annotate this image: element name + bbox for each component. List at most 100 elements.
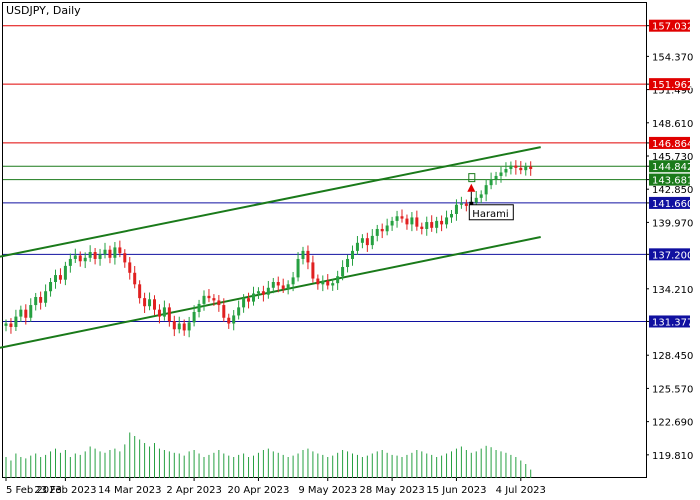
candle-body xyxy=(19,309,23,317)
candle-body xyxy=(281,285,285,289)
candle-body xyxy=(197,303,201,312)
candle-body xyxy=(24,309,28,318)
date-label: 2 Apr 2023 xyxy=(166,485,221,496)
candle-body xyxy=(157,309,161,317)
candle-body xyxy=(435,220,439,228)
candle-body xyxy=(415,217,419,227)
price-label-box xyxy=(649,160,690,173)
candle-body xyxy=(177,323,181,330)
candle-body xyxy=(365,238,369,246)
candle-body xyxy=(143,298,147,307)
price-label: 148.610 xyxy=(652,119,693,130)
candle-body xyxy=(286,284,290,289)
candle-body xyxy=(405,218,409,225)
candle-body xyxy=(29,305,33,318)
price-label: 157.032 xyxy=(652,22,693,33)
candle-body xyxy=(479,194,483,198)
trend-channel xyxy=(0,146,541,349)
candle-body xyxy=(167,307,171,322)
candle-body xyxy=(440,220,444,225)
candle-body xyxy=(360,238,364,243)
price-label: 131.377 xyxy=(652,317,693,328)
candle-body xyxy=(454,204,458,214)
price-label: 128.450 xyxy=(652,351,693,362)
candle-body xyxy=(425,222,429,229)
harami-anchor-dot xyxy=(469,201,474,206)
candle-body xyxy=(321,280,325,285)
candle-body xyxy=(504,169,508,173)
candle-body xyxy=(459,203,463,205)
candle-body xyxy=(123,253,127,263)
candle-body xyxy=(4,323,8,326)
candle-body xyxy=(187,322,191,331)
candle-body xyxy=(63,265,67,280)
pattern-annotation: Harami xyxy=(467,173,514,221)
candle-body xyxy=(212,298,216,301)
candle-body xyxy=(118,247,122,254)
candle-body xyxy=(88,252,92,258)
candle-body xyxy=(153,299,156,310)
candle-body xyxy=(430,222,434,228)
price-label: 151.490 xyxy=(652,86,693,97)
candle-body xyxy=(68,258,72,266)
price-label: 137.200 xyxy=(652,250,693,261)
price-label-box xyxy=(649,19,690,32)
candle-body xyxy=(296,258,300,278)
date-label: 28 May 2023 xyxy=(359,485,424,496)
date-label: 4 Jul 2023 xyxy=(496,485,546,496)
candle-body xyxy=(524,166,528,171)
candle-body xyxy=(227,317,231,324)
candle-body xyxy=(514,165,518,168)
candle-body xyxy=(390,220,394,226)
candle-body xyxy=(172,321,176,330)
price-axis: 119.810 122.690 125.570 128.450 131.377 134.2… xyxy=(646,19,693,462)
price-label: 139.970 xyxy=(652,218,693,229)
candle-body xyxy=(252,293,255,302)
price-label-box xyxy=(649,248,690,261)
candle-body xyxy=(162,307,166,317)
candle-body xyxy=(217,300,221,306)
candle-body xyxy=(484,185,488,195)
candle-body xyxy=(395,216,399,221)
price-label-box xyxy=(649,136,690,149)
harami-highlight-box xyxy=(468,173,476,183)
plot-frame xyxy=(2,2,647,478)
price-label-box xyxy=(649,196,690,209)
candle-body xyxy=(450,213,453,218)
candle-body xyxy=(73,255,77,259)
candle-body xyxy=(98,254,102,259)
candle-body xyxy=(519,167,523,171)
candle-body xyxy=(489,179,493,186)
candle-body xyxy=(316,278,320,285)
candle-body xyxy=(346,258,350,268)
candle-body xyxy=(306,250,310,263)
candle-body xyxy=(58,275,62,280)
price-label: 142.850 xyxy=(652,185,693,196)
candle-body xyxy=(351,250,354,259)
candle-body xyxy=(266,287,270,295)
candle-body xyxy=(271,282,275,288)
candle-body xyxy=(148,299,152,307)
candle-body xyxy=(108,249,112,258)
candle-body xyxy=(380,228,384,232)
price-label: 143.681 xyxy=(652,176,693,187)
candle-body xyxy=(385,225,389,232)
candle-body xyxy=(44,291,48,303)
candle-body xyxy=(375,228,379,236)
candle-body xyxy=(331,283,335,286)
candle-body xyxy=(509,165,513,170)
candle-body xyxy=(182,323,186,331)
candle-body xyxy=(138,284,142,299)
channel-line xyxy=(0,146,541,258)
candle-body xyxy=(420,226,424,229)
candle-body xyxy=(14,316,18,327)
candle-body xyxy=(326,280,330,286)
price-label: 151.962 xyxy=(652,80,693,91)
date-label: 14 Mar 2023 xyxy=(98,485,161,496)
candle-body xyxy=(311,262,315,279)
candle-body xyxy=(499,172,503,176)
candle-body xyxy=(192,311,196,323)
candle-body xyxy=(232,315,236,324)
